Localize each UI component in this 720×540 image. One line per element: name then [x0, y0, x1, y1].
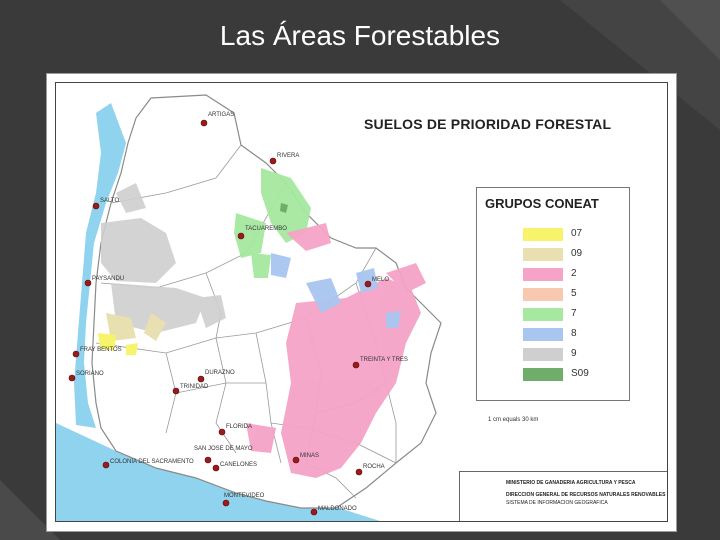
map-panel: ARTIGAS RIVERA SALTO TACUAREMBO PAYSANDU…: [55, 82, 668, 522]
legend-swatch: [523, 228, 563, 241]
city-marker-florida: [218, 428, 226, 436]
credit-direction: DIRECCION GENERAL DE RECURSOS NATURALES …: [506, 492, 666, 498]
credits-box: MINISTERIO DE GANADERIA AGRICULTURA Y PE…: [459, 471, 667, 521]
legend-label: 07: [571, 228, 583, 239]
city-marker-maldonado: [310, 508, 318, 516]
scale-text: 1 cm equals 30 km: [488, 417, 539, 423]
city-label-fray-bentos: FRAY BENTOS: [80, 347, 122, 353]
map-heading: SUELOS DE PRIORIDAD FORESTAL: [364, 116, 612, 132]
city-marker-san-jose: [204, 456, 212, 464]
city-label-rocha: ROCHA: [363, 464, 385, 470]
soil-group-09-patches: [106, 313, 166, 341]
city-label-montevideo: MONTEVIDEO: [224, 493, 265, 499]
credit-ministry: MINISTERIO DE GANADERIA AGRICULTURA Y PE…: [506, 480, 636, 486]
river-de-la-plata: [56, 423, 380, 521]
uruguay-map: [56, 94, 442, 521]
city-label-minas: MINAS: [300, 453, 320, 459]
city-label-florida: FLORIDA: [226, 424, 253, 430]
legend-label: S09: [571, 368, 589, 379]
legend-label: 2: [571, 268, 577, 279]
legend-swatch: [523, 248, 563, 261]
soil-group-07-patches: [98, 333, 138, 355]
legend-swatch: [523, 348, 563, 361]
city-label-melo: MELO: [372, 277, 390, 283]
slide-title: Las Áreas Forestables: [219, 20, 501, 51]
soil-group-9-patches: [101, 183, 226, 333]
legend-title: GRUPOS CONEAT: [485, 196, 599, 211]
city-label-trinidad: TRINIDAD: [180, 384, 209, 390]
soil-group-8-patches: [271, 253, 401, 328]
map-figure: ARTIGAS RIVERA SALTO TACUAREMBO PAYSANDU…: [46, 73, 677, 532]
city-label-tacuarembo: TACUAREMBO: [245, 226, 287, 232]
city-marker-colonia: [102, 461, 110, 469]
uruguay-river: [74, 103, 126, 428]
city-marker-rivera: [269, 157, 277, 165]
legend-swatch: [523, 328, 563, 341]
city-marker-minas: [292, 456, 300, 464]
city-label-rivera: RIVERA: [277, 153, 300, 159]
city-markers: [68, 119, 372, 516]
legend-swatch: [523, 308, 563, 321]
legend-swatch: [523, 368, 563, 381]
city-marker-trinidad: [172, 387, 180, 395]
city-marker-durazno: [197, 375, 205, 383]
city-label-durazno: DURAZNO: [205, 370, 235, 376]
legend-label: 09: [571, 248, 583, 259]
city-marker-canelones: [212, 464, 220, 472]
city-label-paysandu: PAYSANDU: [92, 276, 125, 282]
legend-swatch: [523, 288, 563, 301]
legend-label: 7: [571, 308, 577, 319]
city-label-san-jose: SAN JOSE DE MAYO: [194, 446, 253, 452]
city-label-treinta-y-tres: TREINTA Y TRES: [360, 357, 408, 363]
legend-label: 9: [571, 348, 577, 359]
legend-label: 5: [571, 288, 577, 299]
soil-group-s09-patches: [280, 203, 288, 213]
city-marker-rocha: [355, 468, 363, 476]
legend: GRUPOS CONEAT 07 09 2 5 7 8 9 S09: [476, 187, 630, 401]
city-label-artigas: ARTIGAS: [208, 112, 235, 118]
city-marker-artigas: [200, 119, 208, 127]
city-marker-soriano: [68, 374, 76, 382]
city-marker-treinta-y-tres: [352, 361, 360, 369]
credit-system: SISTEMA DE INFORMACION GEOGRAFICA: [506, 500, 608, 506]
city-marker-melo: [364, 280, 372, 288]
city-marker-tacuarembo: [237, 232, 245, 240]
legend-swatch: [523, 268, 563, 281]
city-label-canelones: CANELONES: [220, 462, 258, 468]
city-label-colonia: COLONIA DEL SACRAMENTO: [110, 459, 194, 465]
city-label-soriano: SORIANO: [76, 371, 104, 377]
legend-label: 8: [571, 328, 577, 339]
city-marker-salto: [92, 202, 100, 210]
city-marker-paysandu: [84, 279, 92, 287]
city-label-salto: SALTO: [100, 198, 120, 204]
city-marker-montevideo: [222, 499, 230, 507]
city-marker-fray-bentos: [72, 350, 80, 358]
city-label-maldonado: MALDONADO: [318, 506, 357, 512]
